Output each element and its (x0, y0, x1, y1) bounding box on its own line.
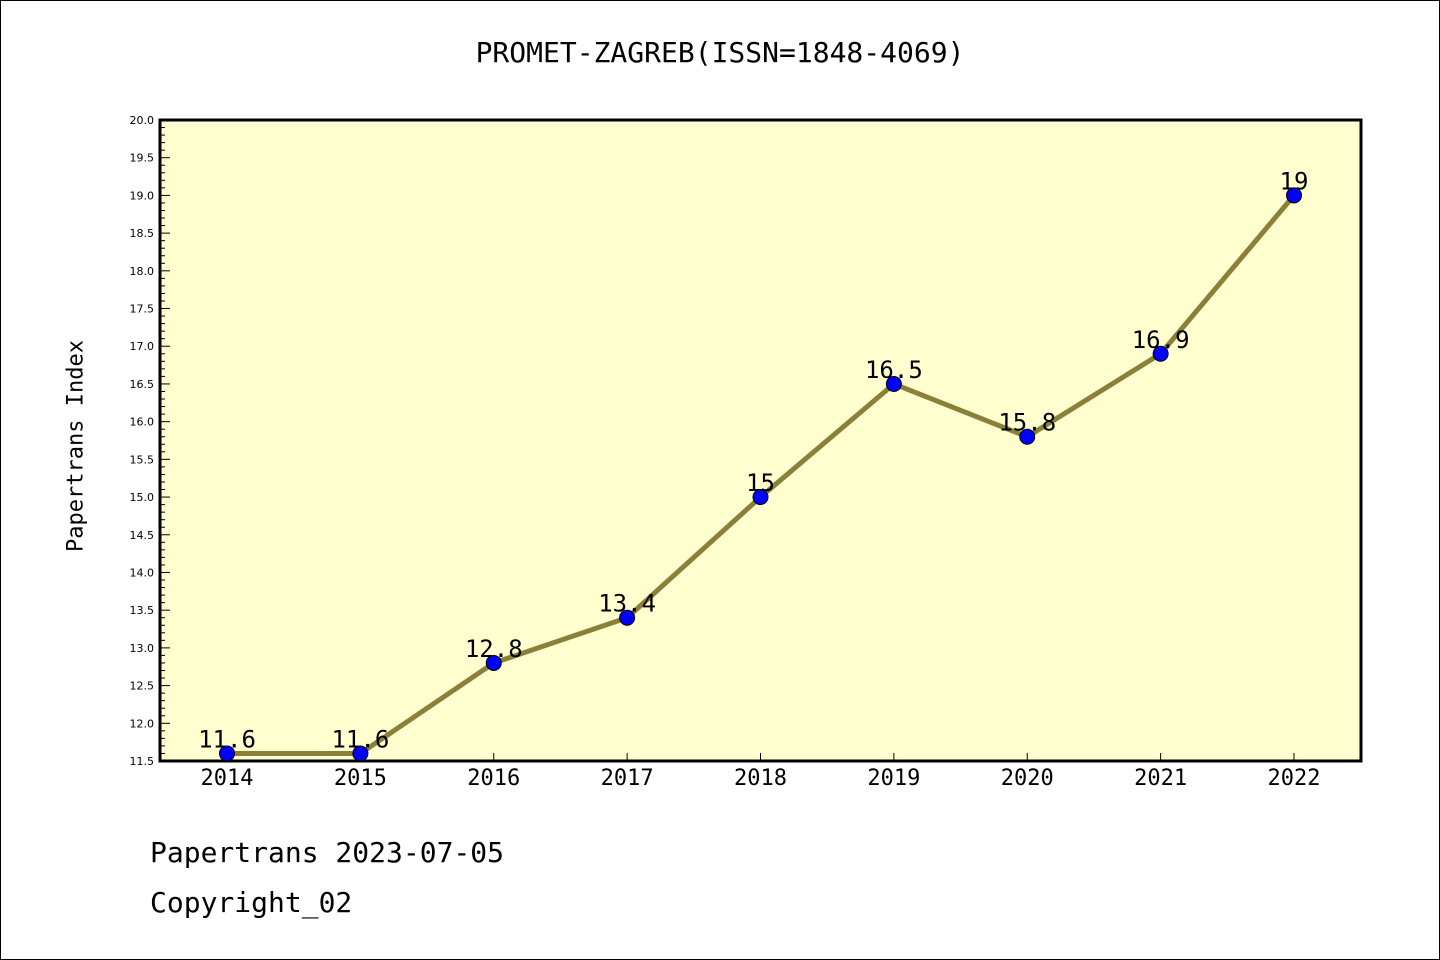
data-label: 15 (746, 469, 775, 497)
y-tick-label: 17.0 (130, 340, 155, 353)
y-tick-label: 14.0 (130, 566, 155, 579)
plot-area (158, 118, 1363, 763)
y-tick-label: 20.0 (130, 114, 155, 127)
data-points (219, 187, 1302, 762)
x-tick-label: 2016 (467, 766, 520, 791)
y-tick-label: 15.5 (130, 453, 155, 466)
x-tick-label: 2022 (1268, 766, 1321, 791)
y-tick-label: 15.0 (130, 491, 155, 504)
data-point (619, 609, 636, 626)
footer-copyright: Copyright_02 (150, 886, 353, 919)
x-tick-label: 2020 (1001, 766, 1054, 791)
y-tick-label: 12.5 (130, 680, 155, 693)
x-tick-label: 2019 (867, 766, 920, 791)
data-point (1019, 428, 1036, 445)
y-tick-label: 18.0 (130, 265, 155, 278)
data-point (1286, 187, 1302, 204)
data-point (219, 745, 235, 762)
data-label: 13.4 (598, 590, 656, 618)
data-label: 11.6 (198, 725, 256, 753)
y-tick-label: 16.5 (130, 378, 155, 391)
data-point (485, 654, 502, 671)
x-tick-label: 2015 (334, 766, 387, 791)
data-labels: 11.6 11.6 12.8 13.4 15 16.5 15.8 16.9 19 (198, 167, 1308, 753)
x-tick-label: 2018 (734, 766, 787, 791)
data-label: 19 (1280, 167, 1309, 195)
y-axis: 11.5 12.0 12.5 13.0 13.5 14.0 14.5 15.0 15.5 16.0… (130, 114, 170, 768)
y-tick-label: 19.5 (130, 152, 155, 165)
x-axis: 2014 2015 2016 2017 2018 2019 2020 2021 2022 (201, 753, 1321, 791)
x-tick-label: 2014 (201, 766, 254, 791)
y-tick-label: 11.5 (130, 755, 155, 768)
data-point (1152, 345, 1169, 362)
data-label: 15.8 (998, 409, 1056, 437)
data-label: 12.8 (465, 635, 523, 663)
data-label: 11.6 (331, 725, 389, 753)
y-tick-label: 13.0 (130, 642, 155, 655)
y-tick-label: 17.5 (130, 303, 155, 316)
chart-title: PROMET-ZAGREB(ISSN=1848-4069) (475, 36, 965, 69)
footer-date: Papertrans 2023-07-05 (150, 836, 505, 869)
data-point (752, 489, 769, 506)
y-tick-label: 18.5 (130, 227, 155, 240)
y-tick-label: 16.0 (130, 416, 155, 429)
data-point (352, 745, 369, 762)
y-tick-label: 14.5 (130, 529, 155, 542)
y-tick-label: 19.0 (130, 189, 155, 202)
x-tick-label: 2021 (1134, 766, 1187, 791)
data-label: 16.9 (1132, 326, 1190, 354)
x-tick-label: 2017 (601, 766, 654, 791)
y-tick-label: 13.5 (130, 604, 155, 617)
data-point (885, 375, 902, 392)
y-tick-label: 12.0 (130, 717, 155, 730)
data-label: 16.5 (865, 356, 923, 384)
